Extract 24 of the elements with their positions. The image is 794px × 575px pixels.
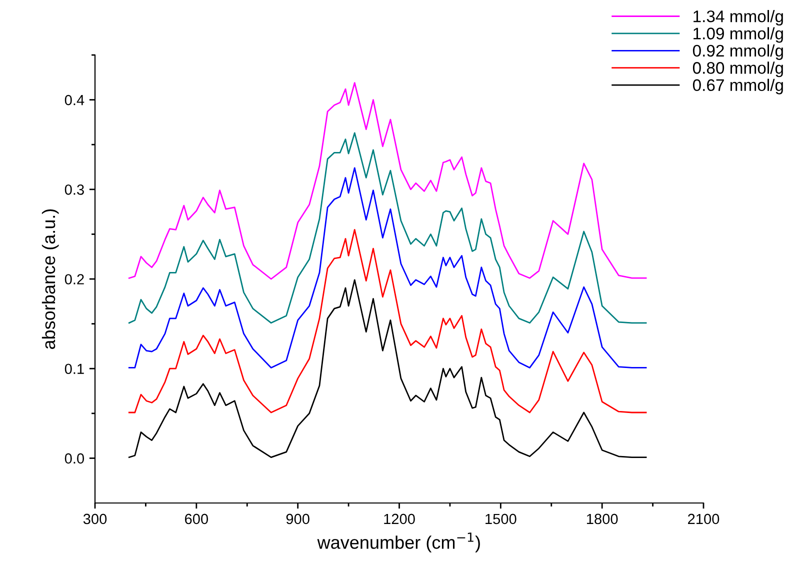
x-axis-title: wavenumber (cm$^{−1}$) [317,532,480,552]
legend-label: 0.67 mmol/g [692,78,783,94]
line-series [128,82,647,280]
y-tick-label: 0.2 [64,274,84,284]
y-tick-label: 0.1 [64,364,84,374]
y-tick-label: 0.4 [64,94,84,106]
line-series [128,279,647,458]
legend-label: 0.80 mmol/g [692,62,783,78]
line-series [128,229,647,414]
y-tick-label: 0.0 [64,453,84,464]
legend-label: 0.92 mmol/g [692,44,783,60]
line-series [128,167,647,368]
legend-label: 1.09 mmol/g [694,27,783,43]
x-tick-label: 600 [184,514,208,524]
x-tick-label: 2100 [688,514,720,524]
x-tick-label: 300 [83,514,107,524]
x-tick-label: 1500 [486,514,516,524]
line-series [128,132,647,324]
y-axis-title: absorbance (a.u.) [42,209,59,349]
x-tick-label: 1800 [586,514,618,524]
y-tick-label: 0.3 [64,184,84,195]
x-tick-label: 900 [286,514,310,524]
legend-label: 1.34 mmol/g [694,10,783,26]
x-tick-label: 1200 [384,514,415,524]
